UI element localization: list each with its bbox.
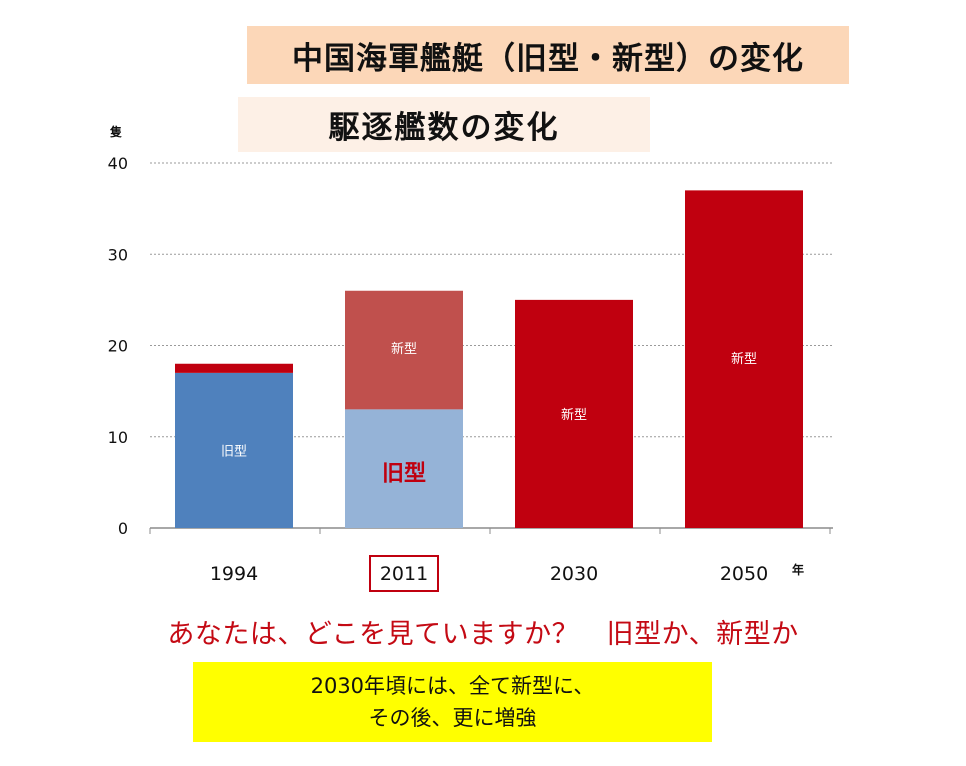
x-tick-label: 2011 [380,563,428,585]
bar-2030-新型 [515,299,633,528]
y-tick-label: 20 [108,337,128,356]
x-axis-label: 年 [792,562,804,577]
bar-2011-旧型 [345,409,463,528]
y-axis-label: 隻 [109,124,122,139]
y-tick-label: 0 [118,519,128,538]
chart-title: 中国海軍艦艇（旧型・新型）の変化 [247,26,849,84]
bar-label: 新型 [731,351,757,367]
bar-2011-新型 [345,290,463,410]
x-tick-label: 2030 [550,563,598,585]
x-tick-label: 2050 [720,563,768,585]
y-tick-label: 10 [108,428,128,447]
bar-1994-新型 [175,363,293,373]
bar-label: 旧型 [221,444,247,459]
bar-2050-新型 [685,190,803,528]
bar-1994-旧型 [175,372,293,528]
x-tick-label: 1994 [210,563,258,585]
chart-subtitle: 駆逐艦数の変化 [238,97,650,152]
bar-label: 新型 [391,341,417,357]
bar-label: 旧型 [382,462,426,487]
y-tick-label: 30 [108,245,128,264]
note-line-1: 2030年頃には、全て新型に、 [310,674,595,698]
note-box: 2030年頃には、全て新型に、 その後、更に増強 [193,662,712,742]
note-line-2: その後、更に増強 [368,706,537,730]
y-tick-label: 40 [108,154,128,173]
highlight-box [369,555,439,592]
question-text: あなたは、どこを見ていますか？ 旧型か、新型か [167,619,799,650]
bar-label: 新型 [561,407,587,423]
